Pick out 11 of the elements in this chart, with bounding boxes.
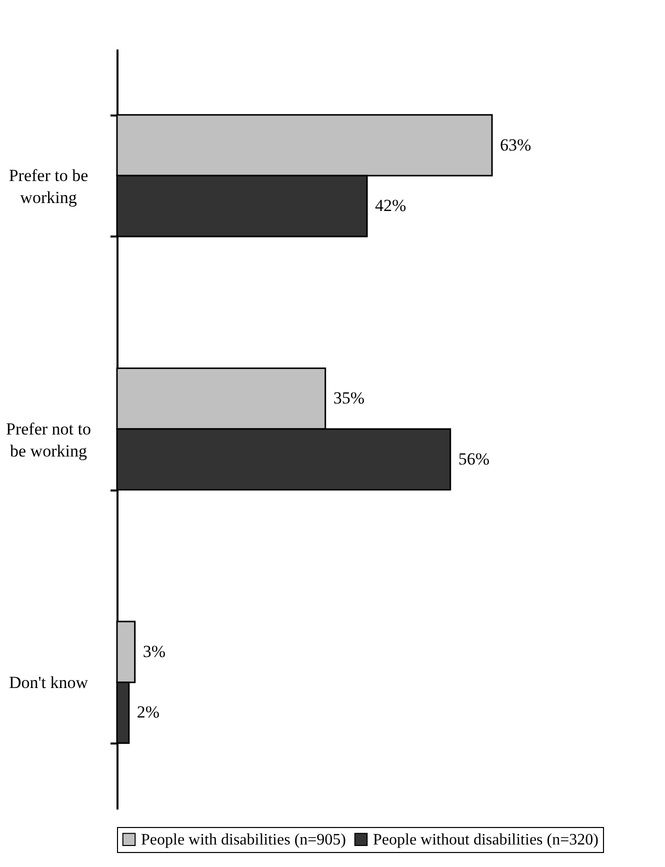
y-tick-label: Don't know	[8, 672, 89, 692]
data-label: 2%	[136, 702, 160, 722]
data-label: 56%	[458, 449, 490, 468]
y-tick-label: Prefer not to be working	[6, 420, 91, 460]
data-label: 42%	[375, 196, 406, 216]
data-label: 63%	[500, 135, 532, 154]
legend-label: People without disabilities (n=320)	[373, 831, 598, 848]
data-label: 35%	[333, 388, 365, 408]
data-label: 3%	[142, 642, 166, 661]
legend-label: People with disabilities (n=905)	[141, 831, 346, 848]
y-tick-label: Prefer to be working	[8, 166, 88, 208]
